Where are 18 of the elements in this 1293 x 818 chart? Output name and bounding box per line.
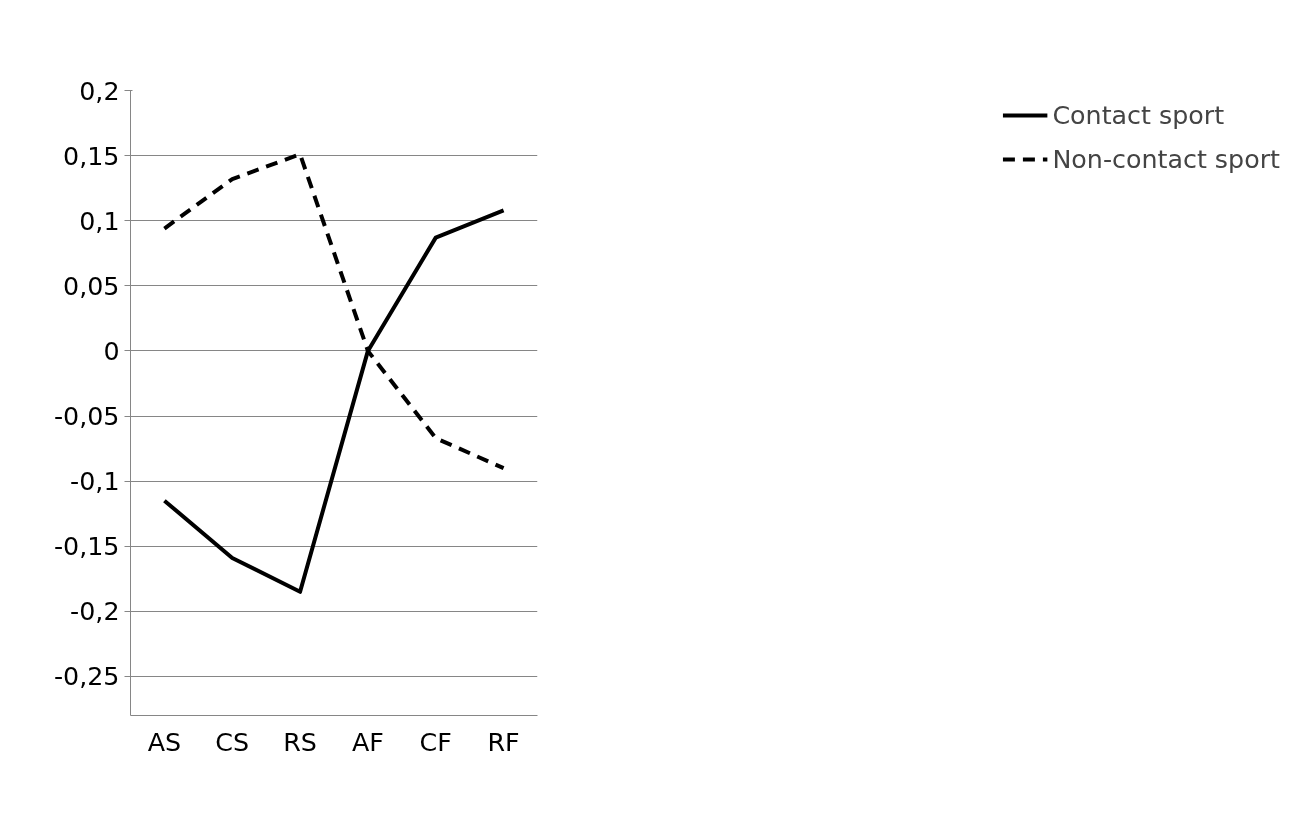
y-tick-label: 0,05 — [63, 270, 120, 301]
x-tick-label: CS — [215, 726, 250, 757]
y-tick-label: -0,2 — [70, 596, 120, 627]
y-tick-label: -0,15 — [53, 531, 120, 562]
y-tick-label: 0,15 — [63, 140, 120, 171]
x-tick-label: AF — [351, 726, 384, 757]
y-tick-label: 0,1 — [79, 205, 120, 236]
x-tick-label: RF — [487, 726, 520, 757]
x-tick-label: RS — [283, 726, 317, 757]
y-tick-label: -0,1 — [70, 466, 120, 497]
y-tick-label: -0,25 — [53, 661, 120, 692]
x-tick-label: AS — [147, 726, 182, 757]
x-tick-label: CF — [419, 726, 452, 757]
y-tick-label: -0,05 — [53, 401, 120, 432]
y-tick-label: 0 — [103, 335, 120, 366]
y-tick-label: 0,2 — [79, 75, 120, 106]
legend-label: Contact sport — [1052, 100, 1225, 130]
legend-label: Non-contact sport — [1052, 144, 1280, 174]
